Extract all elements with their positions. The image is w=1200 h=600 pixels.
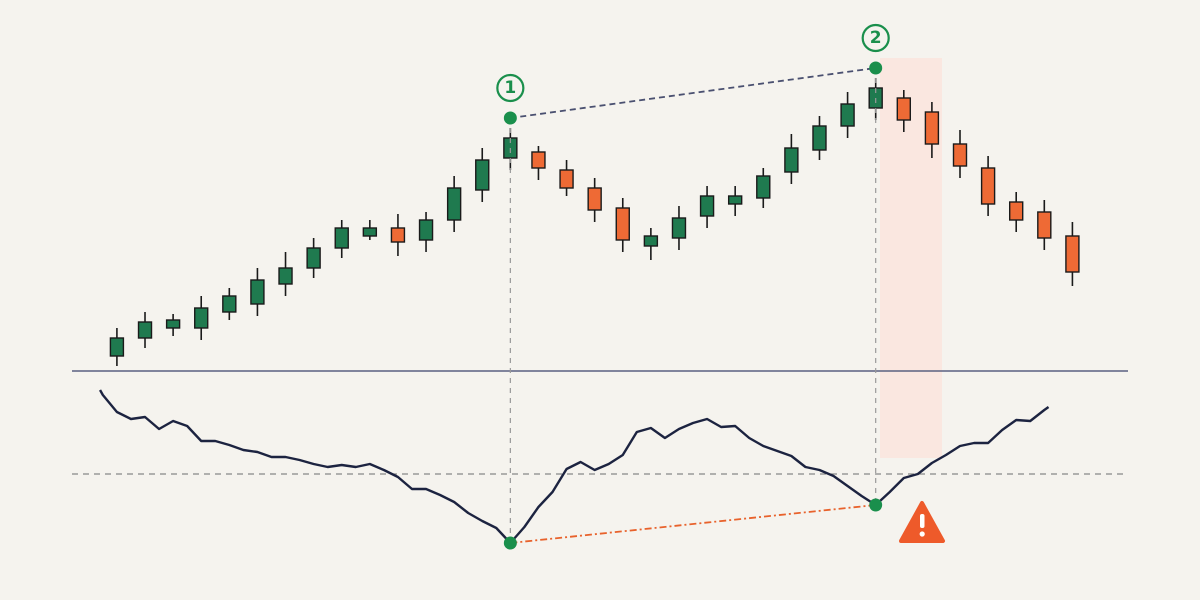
warning-icon [899, 501, 945, 543]
marker-badge [861, 23, 890, 53]
marker-badge [496, 73, 525, 103]
candle-body [109, 337, 125, 357]
candle-body [643, 235, 659, 247]
candle-body [980, 167, 996, 205]
candle-body [671, 217, 687, 239]
marker-label: 1 [504, 78, 516, 98]
candle-body [559, 169, 574, 189]
candle-body [362, 227, 378, 237]
oscillator-line [99, 389, 1050, 545]
marker-dot [869, 61, 883, 75]
candle-body [812, 125, 827, 151]
candle-body [840, 103, 855, 127]
divergence-line [510, 504, 876, 544]
candle-body [699, 195, 715, 217]
candle-body [475, 159, 490, 191]
candle-body [165, 319, 181, 329]
candle-body [784, 147, 799, 173]
candle-body [615, 207, 630, 241]
candle-body [222, 295, 237, 313]
candle-body [727, 195, 743, 205]
candle-body [1009, 201, 1024, 221]
candle-body [756, 175, 771, 199]
candle-body [418, 219, 434, 241]
candle-body [1037, 211, 1052, 239]
candle-body [250, 279, 265, 305]
marker-dot [503, 536, 517, 550]
candle-body [278, 267, 293, 285]
marker-dot [503, 111, 517, 125]
candle-body [390, 227, 406, 243]
marker-label: 2 [870, 28, 882, 48]
candle-body [137, 321, 153, 339]
candle-body [1065, 235, 1080, 273]
candle-body [306, 247, 321, 269]
candle-body [587, 187, 602, 211]
candle-body [446, 187, 462, 221]
candle-body [334, 227, 349, 249]
marker-dot [869, 498, 883, 512]
candle-body [924, 111, 940, 145]
candle-body [531, 151, 546, 169]
candle-body [194, 307, 209, 329]
divergence-line [510, 67, 876, 119]
candle-body [952, 143, 968, 167]
candle-body [896, 97, 911, 121]
